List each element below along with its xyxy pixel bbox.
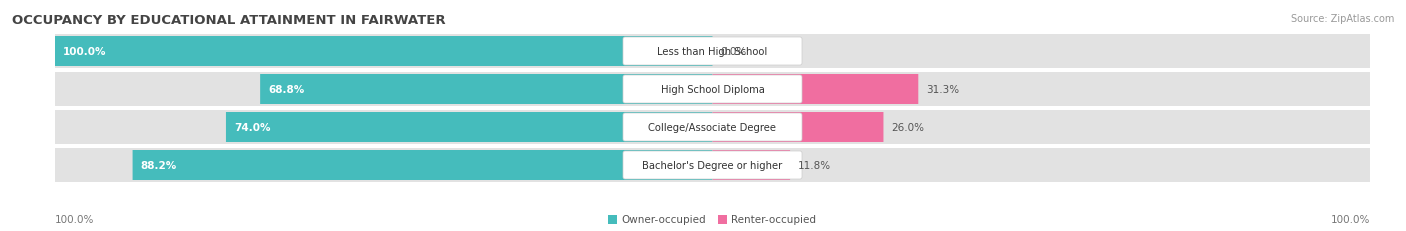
FancyBboxPatch shape (718, 215, 727, 224)
Text: 88.2%: 88.2% (141, 160, 177, 170)
Text: 100.0%: 100.0% (55, 214, 94, 224)
Text: 26.0%: 26.0% (891, 122, 925, 132)
Text: OCCUPANCY BY EDUCATIONAL ATTAINMENT IN FAIRWATER: OCCUPANCY BY EDUCATIONAL ATTAINMENT IN F… (13, 14, 446, 27)
Text: High School Diploma: High School Diploma (661, 85, 765, 94)
Text: Owner-occupied: Owner-occupied (621, 214, 706, 224)
Text: 0.0%: 0.0% (720, 47, 747, 57)
Text: Renter-occupied: Renter-occupied (731, 214, 815, 224)
Text: 11.8%: 11.8% (799, 160, 831, 170)
FancyBboxPatch shape (132, 150, 713, 180)
FancyBboxPatch shape (607, 215, 617, 224)
FancyBboxPatch shape (713, 75, 918, 105)
FancyBboxPatch shape (623, 76, 801, 103)
FancyBboxPatch shape (226, 112, 713, 142)
Text: 100.0%: 100.0% (63, 47, 107, 57)
FancyBboxPatch shape (623, 113, 801, 141)
FancyBboxPatch shape (55, 73, 1369, 106)
FancyBboxPatch shape (623, 151, 801, 179)
Text: 68.8%: 68.8% (269, 85, 304, 94)
FancyBboxPatch shape (55, 35, 1369, 69)
FancyBboxPatch shape (260, 75, 713, 105)
FancyBboxPatch shape (55, 148, 1369, 182)
FancyBboxPatch shape (55, 110, 1369, 144)
Text: 31.3%: 31.3% (927, 85, 959, 94)
FancyBboxPatch shape (713, 112, 883, 142)
Text: Source: ZipAtlas.com: Source: ZipAtlas.com (1291, 14, 1393, 24)
Text: College/Associate Degree: College/Associate Degree (648, 122, 776, 132)
FancyBboxPatch shape (55, 37, 713, 67)
Text: 100.0%: 100.0% (1330, 214, 1369, 224)
FancyBboxPatch shape (713, 150, 790, 180)
Text: Bachelor's Degree or higher: Bachelor's Degree or higher (643, 160, 783, 170)
Text: Less than High School: Less than High School (658, 47, 768, 57)
FancyBboxPatch shape (623, 38, 801, 66)
Text: 74.0%: 74.0% (233, 122, 270, 132)
